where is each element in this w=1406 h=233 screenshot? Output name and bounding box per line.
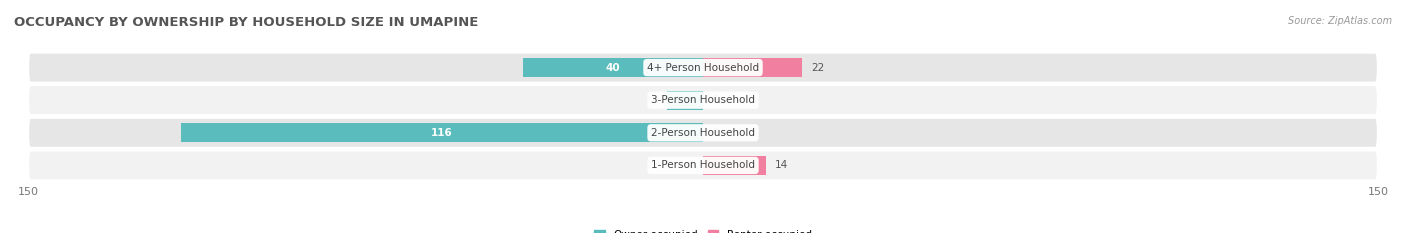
Text: 0: 0	[711, 128, 718, 138]
Text: 2-Person Household: 2-Person Household	[651, 128, 755, 138]
FancyBboxPatch shape	[28, 53, 1378, 82]
Text: 14: 14	[775, 161, 789, 170]
Text: 4+ Person Household: 4+ Person Household	[647, 63, 759, 72]
Bar	[666, 91, 703, 110]
FancyBboxPatch shape	[28, 85, 1378, 115]
Bar	[703, 156, 766, 175]
Bar	[181, 123, 703, 142]
Text: 22: 22	[811, 63, 824, 72]
Text: 8: 8	[651, 95, 658, 105]
FancyBboxPatch shape	[28, 151, 1378, 180]
Text: 1-Person Household: 1-Person Household	[651, 161, 755, 170]
FancyBboxPatch shape	[28, 118, 1378, 148]
Text: OCCUPANCY BY OWNERSHIP BY HOUSEHOLD SIZE IN UMAPINE: OCCUPANCY BY OWNERSHIP BY HOUSEHOLD SIZE…	[14, 16, 478, 29]
Legend: Owner-occupied, Renter-occupied: Owner-occupied, Renter-occupied	[591, 226, 815, 233]
Text: 0: 0	[688, 161, 695, 170]
Text: 0: 0	[711, 95, 718, 105]
Bar	[703, 58, 801, 77]
Text: Source: ZipAtlas.com: Source: ZipAtlas.com	[1288, 16, 1392, 26]
Bar	[523, 58, 703, 77]
Text: 40: 40	[606, 63, 620, 72]
Text: 116: 116	[432, 128, 453, 138]
Text: 3-Person Household: 3-Person Household	[651, 95, 755, 105]
